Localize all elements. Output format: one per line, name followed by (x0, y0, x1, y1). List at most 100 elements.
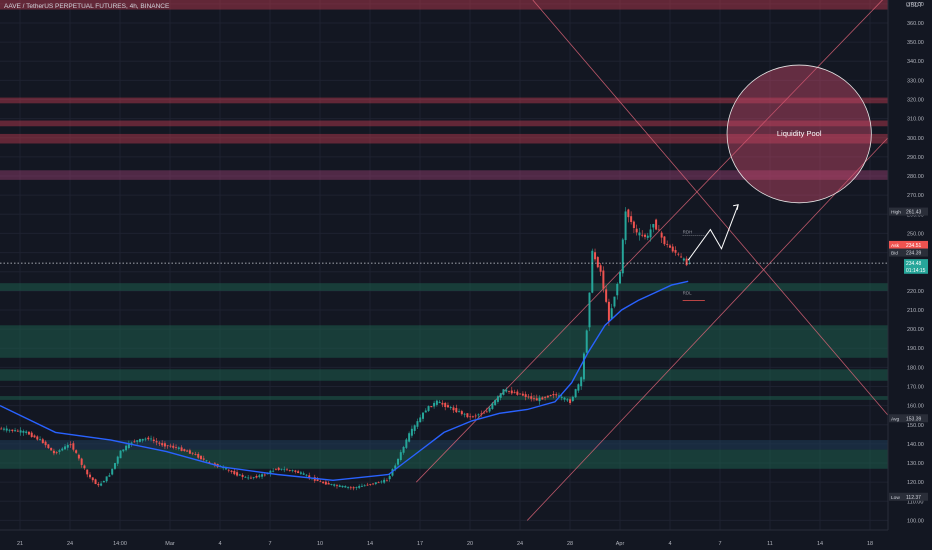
candle-up (571, 396, 574, 401)
candle-up (458, 411, 461, 412)
candle-up (560, 396, 563, 398)
candle-up (363, 485, 366, 487)
candle-down (469, 416, 472, 418)
price-label-value: 234.39 (906, 251, 922, 257)
candle-down (541, 397, 544, 400)
candle-down (660, 232, 663, 238)
price-label-value-bg (904, 265, 928, 274)
candle-down (200, 455, 202, 460)
resistance-zone (0, 97, 888, 104)
candle-up (433, 402, 436, 407)
candle-down (680, 256, 683, 258)
candle-down (530, 396, 533, 399)
candle-up (577, 384, 580, 391)
candle-up (463, 413, 466, 415)
candle-down (474, 415, 477, 417)
candle-up (205, 460, 208, 462)
candle-up (347, 487, 350, 488)
candle-up (438, 401, 441, 404)
candle-up (410, 428, 413, 436)
price-label: 234.48 (904, 259, 928, 268)
candle-down (546, 395, 549, 398)
projection-arrow (687, 204, 739, 261)
candle-up (413, 425, 416, 431)
candle-up (619, 271, 622, 284)
arrow-head (733, 204, 739, 210)
candle-up (144, 438, 147, 440)
candle-down (50, 447, 53, 451)
candle-up (563, 397, 566, 400)
candle-up (177, 447, 180, 449)
y-tick-label: 290.00 (907, 155, 924, 161)
candle-up (688, 262, 691, 264)
candle-down (202, 458, 205, 460)
candle-down (533, 398, 535, 400)
chart-title: AAVE / TetherUS PERPETUAL FUTURES, 4h, B… (4, 3, 170, 10)
candle-up (338, 485, 341, 487)
y-tick-label: 330.00 (907, 78, 924, 84)
candle-down (249, 477, 252, 479)
candle-down (519, 393, 522, 395)
candle-down (569, 399, 572, 404)
support-zone (0, 449, 888, 469)
candle-down (16, 430, 19, 432)
price-label-value: 153.39 (906, 416, 922, 422)
candle-down (30, 432, 33, 437)
support-zone (0, 369, 888, 381)
y-tick-label: 310.00 (907, 117, 924, 123)
price-label-tag: High (891, 210, 901, 216)
candle-up (127, 443, 130, 449)
candle-down (255, 475, 258, 478)
candle-down (44, 441, 47, 446)
candle-down (297, 471, 300, 473)
candle-down (471, 416, 474, 418)
candle-down (0, 428, 3, 430)
candle-up (416, 421, 419, 427)
y-tick-label: 200.00 (907, 327, 924, 333)
x-tick-label: 14 (367, 541, 373, 547)
candle-up (125, 445, 128, 451)
candle-down (466, 413, 469, 418)
candle-down (483, 412, 486, 414)
candle-up (302, 473, 305, 475)
y-tick-label: 270.00 (907, 193, 924, 199)
price-label-value-bg (904, 248, 928, 257)
price-label-value-bg (904, 259, 928, 268)
candle-up (333, 484, 336, 486)
candle-down (161, 443, 164, 446)
support-zone (0, 283, 888, 291)
candle-down (441, 402, 444, 405)
price-label-value: 234.51 (906, 243, 922, 249)
candle-up (621, 239, 624, 274)
x-tick-label: 28 (567, 541, 573, 547)
y-tick-label: 360.00 (907, 21, 924, 27)
liquidity-pool-label: Liquidity Pool (777, 129, 822, 138)
candle-down (668, 245, 671, 248)
candle-down (516, 391, 519, 395)
candle-down (72, 443, 75, 450)
candle-up (150, 438, 153, 440)
candle-up (585, 330, 588, 353)
x-tick-label: 11 (767, 541, 773, 547)
candle-up (449, 407, 452, 409)
candle-up (397, 458, 400, 465)
price-label-tag-bg (889, 240, 904, 249)
candle-up (25, 431, 28, 433)
candle-down (230, 470, 233, 472)
candle-up (358, 486, 361, 488)
annotation-label: RDL (683, 291, 692, 296)
price-label-tag-bg (889, 207, 904, 216)
price-label-value: 112.37 (906, 495, 921, 501)
candle-down (86, 469, 89, 475)
y-tick-label: 190.00 (907, 346, 924, 352)
candle-up (477, 414, 480, 416)
candle-down (594, 252, 597, 260)
y-tick-label: 320.00 (907, 97, 924, 103)
candle-up (682, 258, 685, 261)
candle-down (657, 229, 660, 231)
candle-down (349, 487, 352, 489)
candle-down (460, 411, 463, 415)
candle-up (66, 444, 69, 448)
candle-down (75, 450, 78, 453)
